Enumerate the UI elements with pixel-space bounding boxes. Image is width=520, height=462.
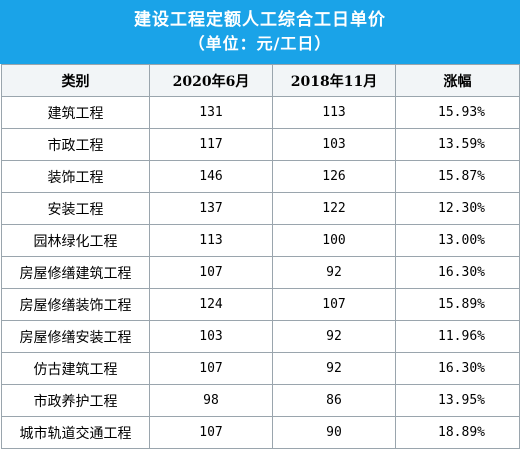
table-row: 装饰工程 146 126 15.87%	[1, 160, 520, 193]
price-table: 类别 2020年6月 2018年11月 涨幅 建筑工程 131 113 15.9…	[1, 64, 520, 449]
cell-increase: 15.89%	[395, 288, 520, 321]
cell-nov-2018: 107	[272, 288, 396, 321]
cell-increase: 15.93%	[395, 96, 520, 129]
table-row: 房屋修缮建筑工程 107 92 16.30%	[1, 256, 520, 289]
cell-increase: 15.87%	[395, 160, 520, 193]
cell-nov-2018: 103	[272, 128, 396, 161]
table-row: 仿古建筑工程 107 92 16.30%	[1, 352, 520, 385]
cell-category: 房屋修缮建筑工程	[1, 256, 150, 289]
cell-jun-2020: 117	[149, 128, 273, 161]
cell-category: 市政工程	[1, 128, 150, 161]
cell-category: 安装工程	[1, 192, 150, 225]
table-row: 城市轨道交通工程 107 90 18.89%	[1, 416, 520, 449]
cell-nov-2018: 100	[272, 224, 396, 257]
table-row: 房屋修缮安装工程 103 92 11.96%	[1, 320, 520, 353]
table-row: 房屋修缮装饰工程 124 107 15.89%	[1, 288, 520, 321]
cell-increase: 12.30%	[395, 192, 520, 225]
cell-jun-2020: 107	[149, 416, 273, 449]
cell-nov-2018: 92	[272, 256, 396, 289]
table-row: 建筑工程 131 113 15.93%	[1, 96, 520, 129]
header-row: 类别 2020年6月 2018年11月 涨幅	[1, 64, 520, 97]
cell-jun-2020: 131	[149, 96, 273, 129]
title-band: 建设工程定额人工综合工日单价 （单位：元/工日）	[0, 0, 520, 64]
table-row: 园林绿化工程 113 100 13.00%	[1, 224, 520, 257]
cell-increase: 13.95%	[395, 384, 520, 417]
cell-jun-2020: 103	[149, 320, 273, 353]
cell-jun-2020: 98	[149, 384, 273, 417]
table-unit: （单位：元/工日）	[188, 34, 332, 53]
cell-nov-2018: 86	[272, 384, 396, 417]
header-jun-2020: 2020年6月	[149, 64, 273, 97]
cell-category: 仿古建筑工程	[1, 352, 150, 385]
cell-category: 装饰工程	[1, 160, 150, 193]
cell-category: 房屋修缮装饰工程	[1, 288, 150, 321]
cell-jun-2020: 146	[149, 160, 273, 193]
cell-jun-2020: 124	[149, 288, 273, 321]
cell-nov-2018: 90	[272, 416, 396, 449]
cell-category: 房屋修缮安装工程	[1, 320, 150, 353]
cell-nov-2018: 92	[272, 320, 396, 353]
table-row: 市政工程 117 103 13.59%	[1, 128, 520, 161]
cell-jun-2020: 107	[149, 352, 273, 385]
cell-nov-2018: 113	[272, 96, 396, 129]
cell-jun-2020: 137	[149, 192, 273, 225]
cell-nov-2018: 92	[272, 352, 396, 385]
cell-nov-2018: 122	[272, 192, 396, 225]
cell-increase: 18.89%	[395, 416, 520, 449]
cell-increase: 13.00%	[395, 224, 520, 257]
cell-increase: 16.30%	[395, 256, 520, 289]
cell-increase: 16.30%	[395, 352, 520, 385]
cell-jun-2020: 113	[149, 224, 273, 257]
cell-category: 城市轨道交通工程	[1, 416, 150, 449]
header-category: 类别	[1, 64, 150, 97]
table-title: 建设工程定额人工综合工日单价	[134, 10, 386, 30]
table-row: 市政养护工程 98 86 13.95%	[1, 384, 520, 417]
cell-jun-2020: 107	[149, 256, 273, 289]
cell-category: 建筑工程	[1, 96, 150, 129]
cell-nov-2018: 126	[272, 160, 396, 193]
header-nov-2018: 2018年11月	[272, 64, 396, 97]
table-row: 安装工程 137 122 12.30%	[1, 192, 520, 225]
header-increase: 涨幅	[395, 64, 520, 97]
cell-increase: 13.59%	[395, 128, 520, 161]
cell-category: 市政养护工程	[1, 384, 150, 417]
cell-increase: 11.96%	[395, 320, 520, 353]
cell-category: 园林绿化工程	[1, 224, 150, 257]
